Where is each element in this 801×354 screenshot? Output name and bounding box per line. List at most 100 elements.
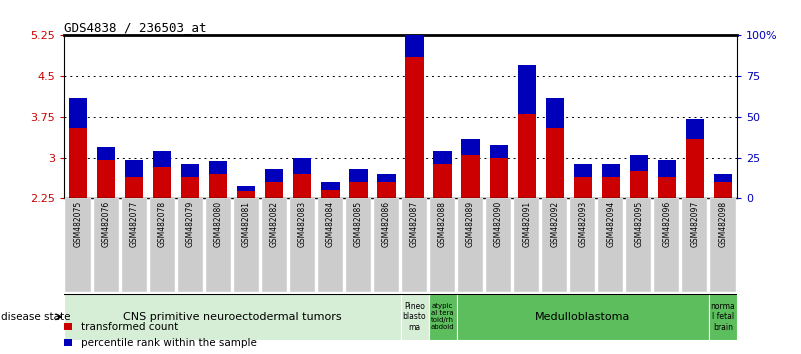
Bar bbox=[321, 190, 340, 198]
Bar bbox=[433, 164, 452, 198]
FancyBboxPatch shape bbox=[262, 198, 287, 292]
Text: GSM482097: GSM482097 bbox=[690, 201, 699, 247]
Text: GSM482089: GSM482089 bbox=[466, 201, 475, 247]
Text: GSM482082: GSM482082 bbox=[270, 201, 279, 247]
FancyBboxPatch shape bbox=[514, 198, 539, 292]
Text: GSM482091: GSM482091 bbox=[522, 201, 531, 247]
FancyBboxPatch shape bbox=[402, 198, 427, 292]
FancyBboxPatch shape bbox=[234, 198, 259, 292]
Text: norma
l fetal
brain: norma l fetal brain bbox=[710, 302, 735, 332]
Bar bbox=[321, 182, 340, 190]
FancyBboxPatch shape bbox=[486, 198, 511, 292]
Text: GSM482077: GSM482077 bbox=[130, 201, 139, 247]
Text: percentile rank within the sample: percentile rank within the sample bbox=[81, 338, 256, 348]
Bar bbox=[293, 174, 312, 198]
FancyBboxPatch shape bbox=[682, 198, 707, 292]
Text: GSM482098: GSM482098 bbox=[718, 201, 727, 247]
FancyBboxPatch shape bbox=[542, 198, 567, 292]
Bar bbox=[64, 339, 71, 346]
Bar bbox=[64, 323, 71, 330]
Bar bbox=[489, 158, 508, 198]
Text: GSM482079: GSM482079 bbox=[186, 201, 195, 247]
Text: GSM482092: GSM482092 bbox=[550, 201, 559, 247]
Bar bbox=[377, 174, 396, 182]
Bar bbox=[630, 155, 648, 171]
FancyBboxPatch shape bbox=[458, 198, 483, 292]
Bar bbox=[69, 98, 87, 128]
Text: GSM482095: GSM482095 bbox=[634, 201, 643, 247]
FancyBboxPatch shape bbox=[429, 294, 457, 340]
FancyBboxPatch shape bbox=[206, 198, 231, 292]
Bar bbox=[293, 158, 312, 174]
Bar bbox=[377, 182, 396, 198]
Text: GDS4838 / 236503_at: GDS4838 / 236503_at bbox=[64, 21, 207, 34]
FancyBboxPatch shape bbox=[570, 198, 595, 292]
Bar bbox=[686, 138, 704, 198]
FancyBboxPatch shape bbox=[178, 198, 203, 292]
Bar bbox=[349, 182, 368, 198]
Bar bbox=[574, 177, 592, 198]
Text: GSM482087: GSM482087 bbox=[410, 201, 419, 247]
Text: GSM482081: GSM482081 bbox=[242, 201, 251, 247]
Text: disease state: disease state bbox=[1, 312, 70, 322]
FancyBboxPatch shape bbox=[654, 198, 679, 292]
Bar bbox=[153, 151, 171, 167]
Text: GSM482096: GSM482096 bbox=[662, 201, 671, 247]
Bar bbox=[630, 171, 648, 198]
Bar bbox=[349, 169, 368, 182]
Bar bbox=[237, 186, 256, 191]
Text: GSM482086: GSM482086 bbox=[382, 201, 391, 247]
Text: GSM482083: GSM482083 bbox=[298, 201, 307, 247]
Text: GSM482094: GSM482094 bbox=[606, 201, 615, 247]
FancyBboxPatch shape bbox=[318, 198, 343, 292]
Bar bbox=[181, 164, 199, 177]
FancyBboxPatch shape bbox=[598, 198, 623, 292]
FancyBboxPatch shape bbox=[710, 198, 735, 292]
FancyBboxPatch shape bbox=[430, 198, 455, 292]
Bar bbox=[237, 191, 256, 198]
Bar bbox=[209, 174, 227, 198]
Bar bbox=[602, 177, 620, 198]
Text: GSM482075: GSM482075 bbox=[74, 201, 83, 247]
Bar bbox=[405, 0, 424, 57]
FancyBboxPatch shape bbox=[64, 294, 400, 340]
Text: GSM482076: GSM482076 bbox=[102, 201, 111, 247]
Bar bbox=[545, 128, 564, 198]
Bar bbox=[574, 164, 592, 177]
Bar bbox=[97, 160, 115, 198]
FancyBboxPatch shape bbox=[150, 198, 175, 292]
Bar bbox=[125, 177, 143, 198]
Text: transformed count: transformed count bbox=[81, 322, 178, 332]
FancyBboxPatch shape bbox=[626, 198, 651, 292]
Text: GSM482085: GSM482085 bbox=[354, 201, 363, 247]
Bar bbox=[461, 138, 480, 155]
Bar bbox=[714, 174, 732, 182]
FancyBboxPatch shape bbox=[400, 294, 429, 340]
Bar bbox=[209, 161, 227, 174]
FancyBboxPatch shape bbox=[66, 198, 91, 292]
Text: GSM482090: GSM482090 bbox=[494, 201, 503, 247]
Text: atypic
al tera
toid/rh
abdoid: atypic al tera toid/rh abdoid bbox=[431, 303, 454, 330]
Bar bbox=[405, 57, 424, 198]
FancyBboxPatch shape bbox=[94, 198, 119, 292]
Bar bbox=[658, 177, 676, 198]
Bar bbox=[714, 182, 732, 198]
Bar bbox=[686, 119, 704, 138]
Bar bbox=[433, 151, 452, 164]
FancyBboxPatch shape bbox=[346, 198, 371, 292]
FancyBboxPatch shape bbox=[709, 294, 737, 340]
Text: GSM482078: GSM482078 bbox=[158, 201, 167, 247]
Bar bbox=[153, 167, 171, 198]
Text: GSM482093: GSM482093 bbox=[578, 201, 587, 247]
FancyBboxPatch shape bbox=[374, 198, 399, 292]
Bar bbox=[265, 182, 284, 198]
Bar bbox=[125, 160, 143, 177]
Bar bbox=[545, 98, 564, 128]
Bar bbox=[181, 177, 199, 198]
Text: CNS primitive neuroectodermal tumors: CNS primitive neuroectodermal tumors bbox=[123, 312, 341, 322]
Bar bbox=[517, 114, 536, 198]
Bar bbox=[489, 144, 508, 158]
Bar bbox=[602, 164, 620, 177]
Text: Medulloblastoma: Medulloblastoma bbox=[535, 312, 630, 322]
Text: GSM482080: GSM482080 bbox=[214, 201, 223, 247]
